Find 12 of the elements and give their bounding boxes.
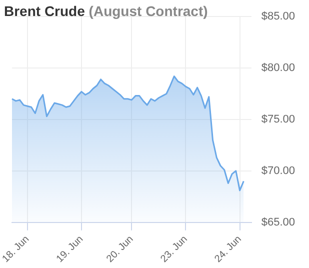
y-tick-label: $70.00 [261, 164, 296, 177]
x-tick-label: 23. Jun [158, 234, 190, 265]
x-tick-label: 20. Jun [104, 234, 136, 265]
y-tick-label: $75.00 [261, 113, 296, 126]
x-tick-label: 24. Jun [212, 234, 244, 265]
y-tick-label: $80.00 [261, 62, 296, 74]
chart-subtitle: (August Contract) [88, 3, 208, 19]
y-tick-label: $85.00 [261, 10, 296, 23]
chart-title: Brent Crude [4, 3, 85, 19]
y-tick-label: $65.00 [261, 216, 296, 228]
x-tick-label: 18. Jun [0, 234, 32, 265]
x-tick-label: 19. Jun [54, 234, 86, 265]
